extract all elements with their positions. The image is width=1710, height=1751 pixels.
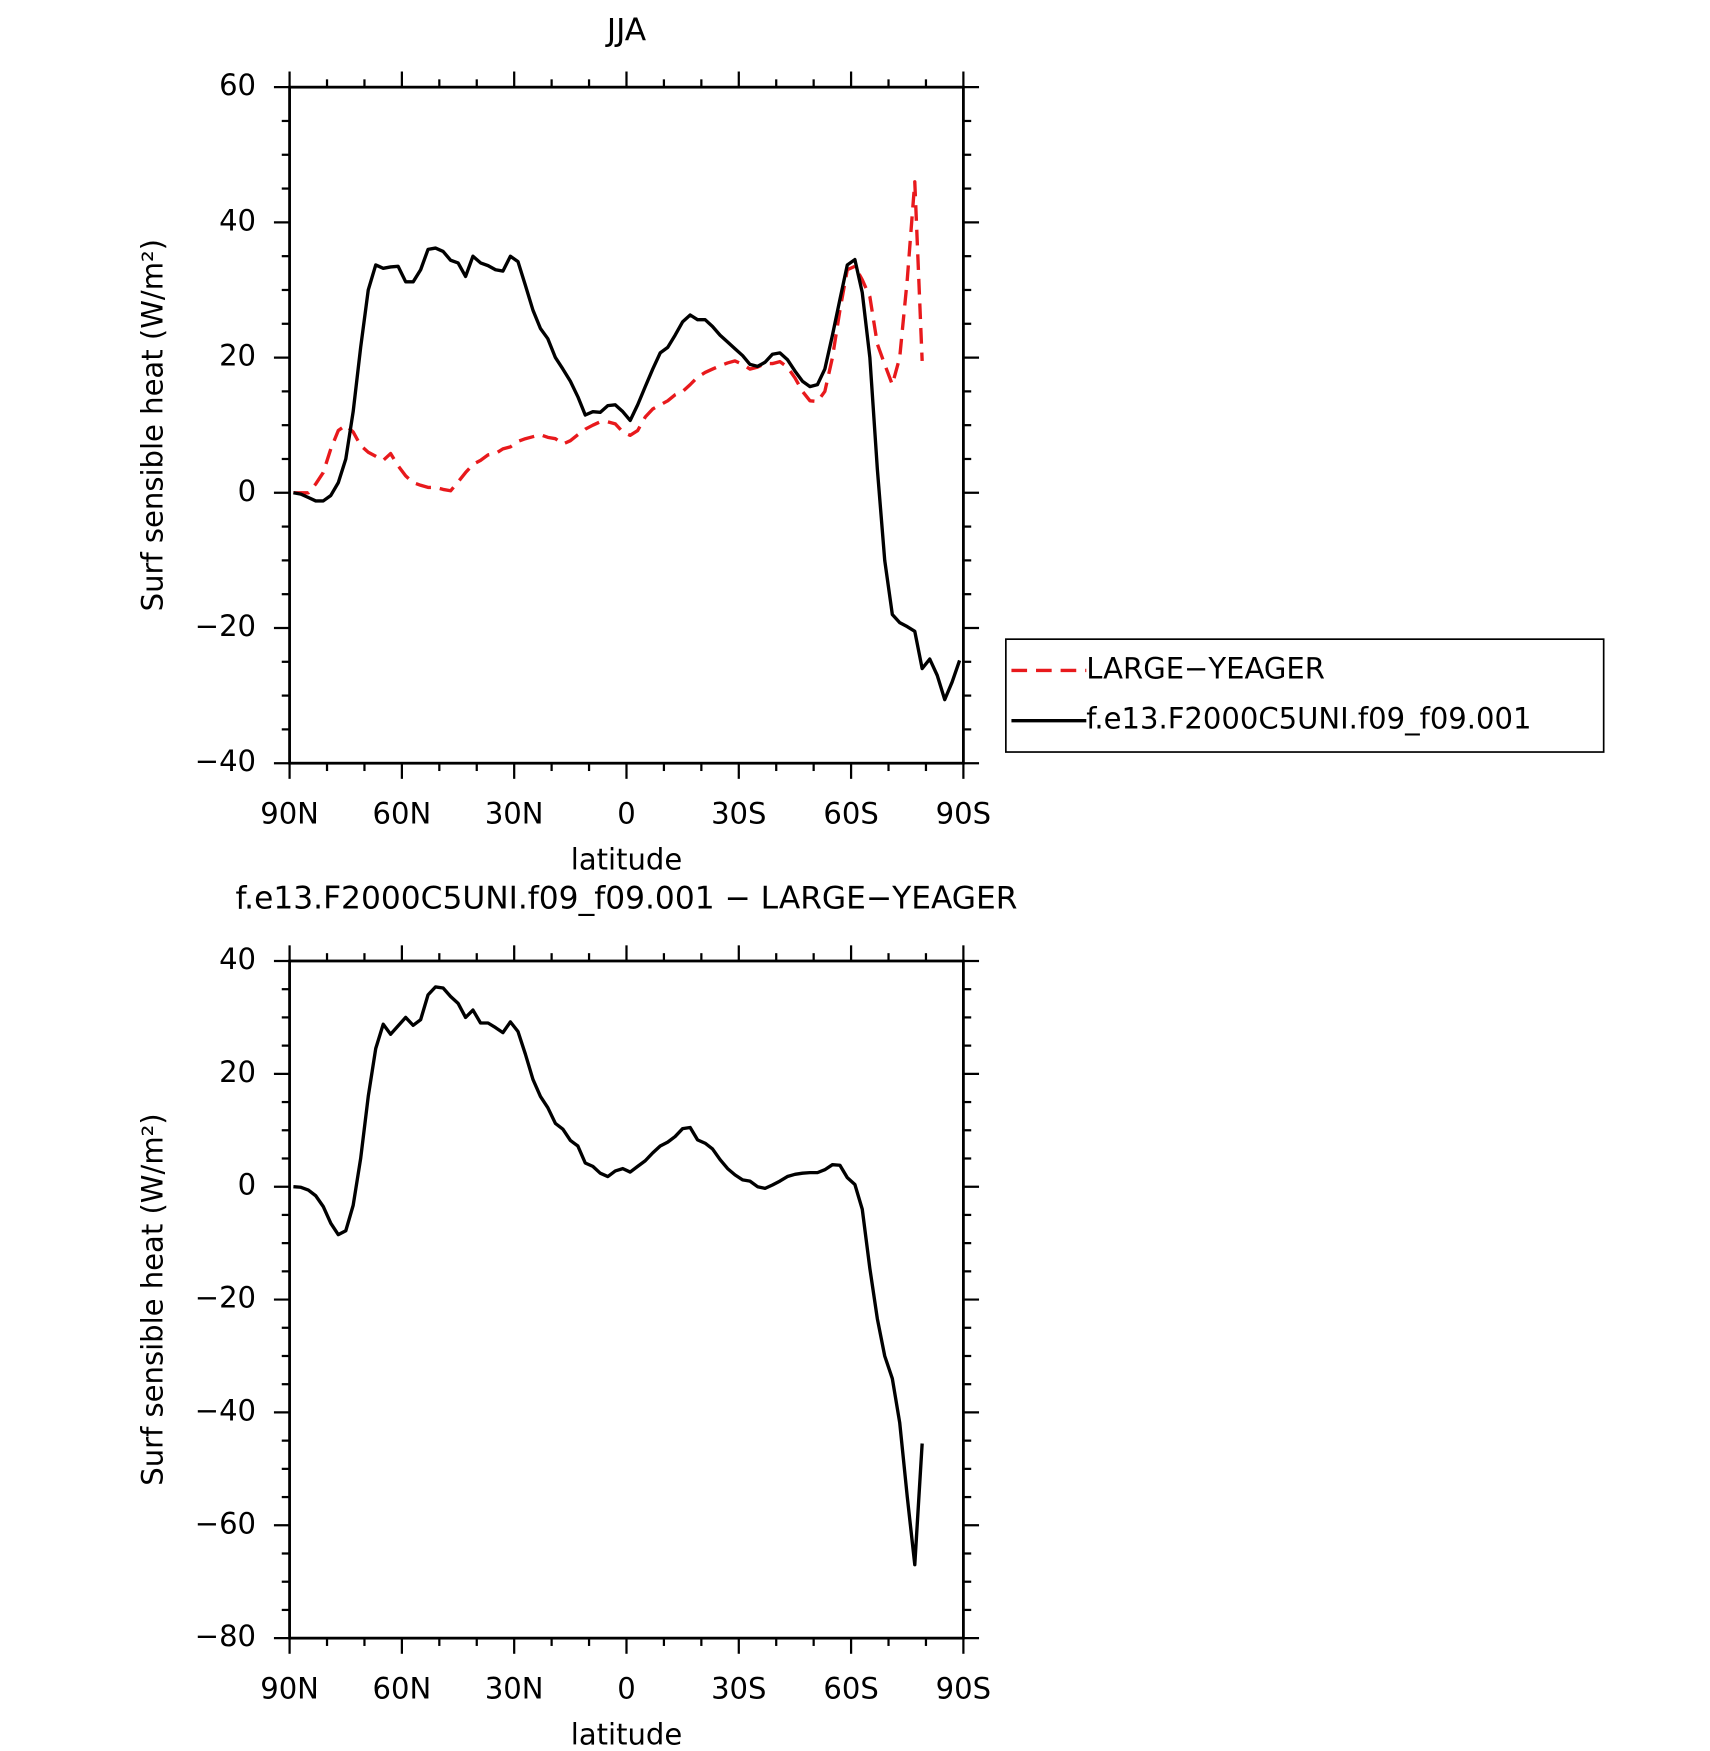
y-tick-label: −40	[195, 744, 256, 778]
x-axis-label: latitude	[571, 843, 682, 877]
y-tick-label: −20	[195, 609, 256, 643]
legend-label: f.e13.F2000C5UNI.f09_f09.001	[1086, 702, 1531, 736]
data-line	[293, 246, 962, 702]
x-tick-label: 0	[617, 1672, 635, 1706]
y-tick-label: 0	[238, 1168, 256, 1202]
x-tick-label: 30N	[485, 797, 544, 831]
x-tick-label: 30S	[711, 1672, 766, 1706]
chart-title: JJA	[605, 12, 647, 48]
y-tick-label: −40	[195, 1393, 256, 1427]
y-tick-label: −20	[195, 1281, 256, 1315]
legend-label: LARGE−YEAGER	[1086, 651, 1325, 685]
y-tick-label: 0	[238, 474, 256, 508]
y-axis-label: Surf sensible heat (W/m²)	[135, 239, 169, 611]
plot-frame	[288, 85, 965, 765]
x-tick-label: 90N	[260, 797, 319, 831]
x-tick-label: 90N	[260, 1672, 319, 1706]
y-tick-label: −80	[195, 1619, 256, 1653]
x-tick-label: 60N	[373, 1672, 432, 1706]
x-tick-label: 30S	[711, 797, 766, 831]
x-tick-label: 0	[617, 797, 635, 831]
data-line	[293, 985, 924, 1567]
y-tick-label: 40	[219, 203, 256, 237]
y-axis-label: Surf sensible heat (W/m²)	[135, 1113, 169, 1485]
x-tick-label: 30N	[485, 1672, 544, 1706]
plot-frame	[288, 959, 965, 1640]
y-tick-label: −60	[195, 1506, 256, 1540]
x-tick-label: 90S	[936, 797, 991, 831]
x-tick-label: 60S	[823, 797, 878, 831]
x-tick-label: 60N	[373, 797, 432, 831]
y-tick-label: 40	[219, 942, 256, 976]
legend-box	[1005, 638, 1605, 753]
x-tick-label: 90S	[936, 1672, 991, 1706]
x-axis-label: latitude	[571, 1717, 682, 1751]
y-tick-label: 20	[219, 339, 256, 373]
y-tick-label: 20	[219, 1055, 256, 1089]
chart-title: f.e13.F2000C5UNI.f09_f09.001 − LARGE−YEA…	[235, 881, 1017, 917]
x-tick-label: 60S	[823, 1672, 878, 1706]
y-tick-label: 60	[219, 68, 256, 102]
